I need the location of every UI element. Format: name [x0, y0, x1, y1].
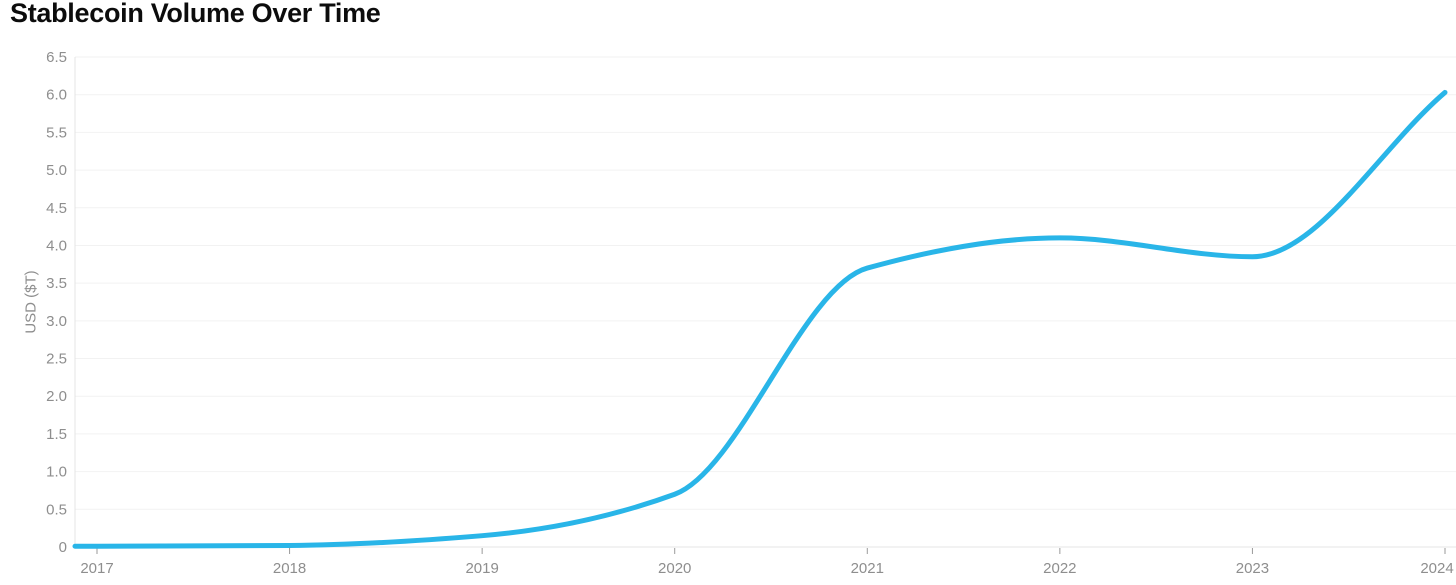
x-tick-label: 2018 — [273, 560, 306, 577]
chart-title: Stablecoin Volume Over Time — [10, 0, 381, 28]
x-tick-label: 2019 — [465, 560, 498, 577]
x-tick-label: 2021 — [851, 560, 884, 577]
y-tick-label: 0.5 — [46, 501, 67, 518]
data-line-stablecoin-volume — [72, 89, 1448, 549]
x-tick-label: 2020 — [658, 560, 691, 577]
y-tick-label: 1.5 — [46, 426, 67, 443]
y-tick-label: 3.5 — [46, 275, 67, 292]
y-tick-label: 2.0 — [46, 388, 67, 405]
y-tick-label: 4.0 — [46, 237, 67, 254]
y-tick-label: 1.0 — [46, 464, 67, 481]
y-axis-title: USD ($T) — [22, 270, 39, 333]
y-tick-label: 3.0 — [46, 313, 67, 330]
x-tick-label: 2024 — [1420, 560, 1453, 577]
x-tick-label: 2022 — [1043, 560, 1076, 577]
y-tick-label: 5.5 — [46, 124, 67, 141]
x-tick-label: 2023 — [1236, 560, 1269, 577]
y-tick-label: 4.5 — [46, 200, 67, 217]
y-tick-label: 6.5 — [46, 49, 67, 66]
y-tick-label: 6.0 — [46, 87, 67, 104]
y-tick-label: 5.0 — [46, 162, 67, 179]
x-tick-label: 2017 — [80, 560, 113, 577]
y-tick-label: 0 — [59, 539, 67, 556]
y-tick-label: 2.5 — [46, 351, 67, 368]
